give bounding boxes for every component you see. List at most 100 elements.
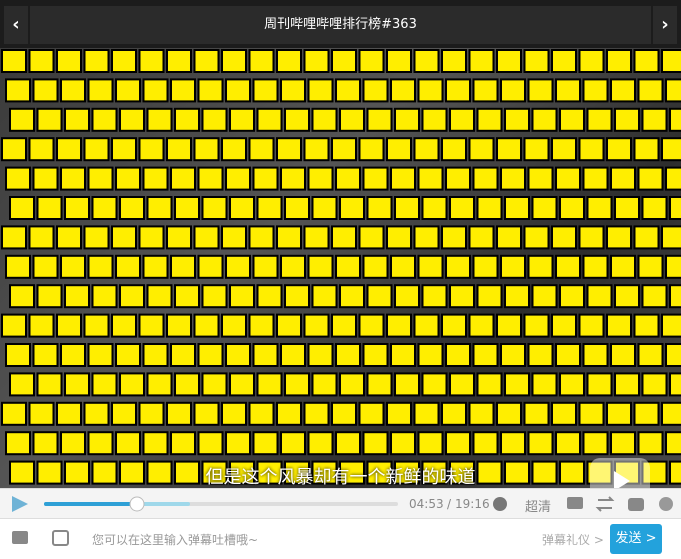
danmaku-toggle[interactable] xyxy=(493,497,507,511)
danmaku-glyph xyxy=(559,107,585,132)
danmaku-glyph xyxy=(606,225,632,250)
danmaku-glyph xyxy=(500,254,526,279)
danmaku-glyph xyxy=(472,343,499,367)
settings-button[interactable] xyxy=(659,497,673,511)
video[interactable]: 但是这个风暴却有一个新鲜的味道 xyxy=(0,48,681,488)
danmaku-glyph xyxy=(91,196,118,220)
danmaku-glyph xyxy=(87,431,114,456)
danmaku-glyph xyxy=(523,49,550,73)
danmaku-glyph xyxy=(307,78,334,103)
danmaku-glyph xyxy=(559,284,585,309)
danmaku-glyph xyxy=(531,107,558,132)
danmaku-glyph xyxy=(551,137,577,162)
quality-button[interactable]: 超清 xyxy=(525,500,552,515)
danmaku-glyph xyxy=(335,254,361,279)
danmaku-glyph xyxy=(633,225,660,250)
danmaku-glyph xyxy=(221,401,247,426)
danmaku-glyph xyxy=(5,166,31,191)
danmaku-glyph xyxy=(201,460,228,485)
danmaku-glyph xyxy=(661,313,681,338)
danmaku-glyph xyxy=(280,254,306,279)
danmaku-glyph xyxy=(555,343,581,367)
danmaku-glyph xyxy=(445,78,471,103)
danmaku-glyph xyxy=(358,49,385,73)
danmaku-glyph xyxy=(32,343,59,367)
danmaku-glyph xyxy=(170,343,196,367)
danmaku-glyph xyxy=(201,284,228,309)
danmaku-glyph xyxy=(555,166,581,191)
danmaku-glyph xyxy=(248,137,275,162)
danmaku-glyph xyxy=(197,431,224,456)
danmaku-glyph xyxy=(166,401,192,426)
danmaku-glyph xyxy=(449,196,475,220)
danmaku-glyph xyxy=(64,107,90,132)
danmaku-glyph xyxy=(91,107,118,132)
danmaku-glyph xyxy=(174,107,200,132)
danmaku-glyph xyxy=(578,49,605,73)
danmaku-glyph xyxy=(551,49,577,73)
danmaku-glyph xyxy=(665,431,681,456)
danmaku-glyph xyxy=(441,313,467,338)
danmaku-glyph xyxy=(445,431,471,456)
danmaku-glyph xyxy=(559,460,585,485)
danmaku-style-button[interactable] xyxy=(12,531,28,544)
send-button[interactable]: 发送 > xyxy=(610,524,662,554)
danmaku-glyph xyxy=(362,78,389,103)
danmaku-glyph xyxy=(197,78,224,103)
danmaku-glyph xyxy=(56,137,82,162)
danmaku-glyph xyxy=(496,313,522,338)
danmaku-glyph xyxy=(225,254,251,279)
danmaku-glyph xyxy=(641,460,668,485)
danmaku-glyph xyxy=(1,401,27,426)
danmaku-glyph xyxy=(637,431,664,456)
danmaku-glyph xyxy=(669,460,681,485)
next-button[interactable]: › xyxy=(653,6,677,44)
danmaku-glyph xyxy=(83,137,110,162)
danmaku-glyph xyxy=(331,401,357,426)
progress-thumb[interactable] xyxy=(129,496,145,512)
danmaku-glyph xyxy=(386,137,412,162)
danmaku-glyph xyxy=(366,460,393,485)
danmaku-glyph xyxy=(637,343,664,367)
danmaku-glyph xyxy=(280,78,306,103)
loop-button[interactable] xyxy=(595,496,615,512)
danmaku-glyph xyxy=(500,431,526,456)
danmaku-glyph xyxy=(276,49,302,73)
danmaku-glyph xyxy=(146,460,173,485)
danmaku-glyph xyxy=(476,284,503,309)
danmaku-glyph xyxy=(390,254,416,279)
danmaku-glyph xyxy=(606,49,632,73)
danmaku-glyph xyxy=(531,196,558,220)
danmaku-glyph xyxy=(28,49,55,73)
danmaku-glyph xyxy=(166,313,192,338)
danmaku-glyph xyxy=(610,343,636,367)
danmaku-glyph xyxy=(28,137,55,162)
danmaku-glyph xyxy=(417,78,444,103)
etiquette-link[interactable]: 弹幕礼仪 > xyxy=(542,533,604,547)
title: 周刊哔哩哔哩排行榜#363 xyxy=(30,6,651,44)
danmaku-glyph xyxy=(468,313,495,338)
danmaku-glyph xyxy=(60,166,86,191)
danmaku-glyph xyxy=(5,431,31,456)
danmaku-glyph xyxy=(28,313,55,338)
danmaku-glyph xyxy=(394,460,420,485)
danmaku-glyph xyxy=(166,137,192,162)
pip-button[interactable] xyxy=(52,530,69,546)
danmaku-glyph xyxy=(551,313,577,338)
danmaku-glyph xyxy=(531,460,558,485)
danmaku-glyph xyxy=(606,137,632,162)
danmaku-glyph xyxy=(582,431,609,456)
big-play-button[interactable] xyxy=(590,458,650,488)
tv-button[interactable] xyxy=(628,498,644,511)
input-placeholder[interactable]: 您可以在这里输入弹幕吐槽哦~ xyxy=(92,533,259,547)
danmaku-glyph xyxy=(476,196,503,220)
danmaku-glyph xyxy=(284,460,310,485)
danmaku-glyph xyxy=(303,313,330,338)
play-button[interactable] xyxy=(12,496,28,512)
danmaku-glyph xyxy=(138,49,165,73)
danmaku-glyph xyxy=(115,78,141,103)
danmaku-button[interactable] xyxy=(567,497,583,509)
prev-button[interactable]: ‹ xyxy=(4,6,28,44)
danmaku-glyph xyxy=(394,372,420,397)
danmaku-glyph xyxy=(358,137,385,162)
